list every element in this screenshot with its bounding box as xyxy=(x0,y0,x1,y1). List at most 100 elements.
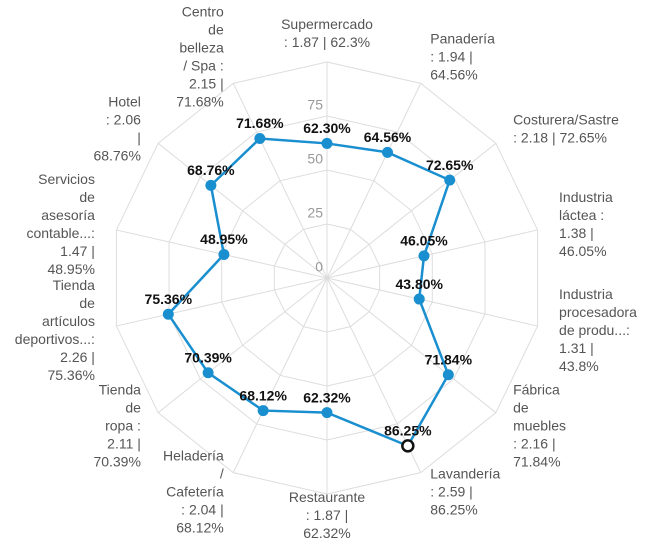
point xyxy=(254,133,266,145)
value-label: 70.39% xyxy=(184,350,232,366)
category-label-line: de produ...: xyxy=(559,322,630,338)
category-label: Hotel: 2.06 | 68.76% xyxy=(93,93,141,163)
value-label: 48.95% xyxy=(200,231,248,247)
category-label-line: contable...: xyxy=(26,225,95,241)
tick-label: 0 xyxy=(315,259,323,275)
value-label: 43.80% xyxy=(395,276,443,292)
value-label: 86.25% xyxy=(384,423,432,439)
category-label-line: asesoría xyxy=(41,207,95,223)
value-label: 62.30% xyxy=(303,120,351,136)
spoke xyxy=(326,83,422,279)
category-label-line: 1.47 | xyxy=(60,243,95,259)
value-label: 62.32% xyxy=(303,389,351,405)
category-label: Panadería : 1.94 | 64.56% xyxy=(430,30,495,82)
category-label-line: Costurera/Sastre xyxy=(513,111,619,127)
point xyxy=(321,407,333,419)
category-label-line: de xyxy=(79,295,95,311)
tick-label: 25 xyxy=(307,205,323,221)
category-label-line: de xyxy=(125,399,141,415)
category-label-line: Tienda xyxy=(53,277,96,293)
category-label-line: artículos xyxy=(42,313,95,329)
category-label-line: 1.38 | xyxy=(559,225,594,241)
value-label: 68.12% xyxy=(239,387,287,403)
category-label: Servicios de asesoría contable...: 1.47 | 48.… xyxy=(26,171,95,277)
category-label-line: : 2.59 | xyxy=(430,483,473,499)
category-label-line: Centro xyxy=(182,3,224,19)
value-label: 64.56% xyxy=(364,129,412,145)
category-label-line: 48.95% xyxy=(47,261,94,277)
category-label-line: 71.84% xyxy=(513,453,560,469)
point xyxy=(401,439,415,453)
category-label-line: : 2.16 | xyxy=(513,435,556,451)
category-label-line: 71.68% xyxy=(176,93,223,109)
category-label-line: 70.39% xyxy=(93,453,140,469)
spoke xyxy=(157,142,328,279)
category-label-line: Heladería xyxy=(163,447,224,463)
category-label: Costurera/Sastre : 2.18 | 72.65% xyxy=(513,111,619,145)
spoke xyxy=(116,277,328,327)
category-label: Centro de belleza / Spa : 2.15 | 71.68% xyxy=(176,3,224,109)
value-label: 46.05% xyxy=(400,233,448,249)
category-label-line: Fábrica xyxy=(513,381,560,397)
category-label-line: deportivos...: xyxy=(15,331,95,347)
category-label-line: 43.8% xyxy=(559,358,599,374)
category-label: Fábrica de muebles: 2.16 | 71.84% xyxy=(513,381,566,469)
category-label: Supermercado : 1.87 | 62.3% xyxy=(281,16,373,50)
category-label-line: 2.11 | xyxy=(107,435,141,451)
category-label-line: : 2.04 | xyxy=(181,501,224,517)
category-label-line: / Spa : xyxy=(183,57,223,73)
category-label-line: de xyxy=(208,21,224,37)
spoke xyxy=(232,277,328,473)
category-label-line: | xyxy=(137,129,141,145)
point xyxy=(202,367,214,379)
value-label: 75.36% xyxy=(145,291,193,307)
value-label: 71.68% xyxy=(236,115,284,131)
category-label-line: Cafetería xyxy=(166,483,224,499)
spoke xyxy=(326,277,497,414)
category-label-line: procesadora xyxy=(559,304,637,320)
spoke xyxy=(326,229,538,279)
value-label: 72.65% xyxy=(426,157,474,173)
category-label: Lavandería: 2.59 | 86.25% xyxy=(430,465,500,517)
category-label-line: 2.15 | xyxy=(189,75,224,91)
tick-label: 50 xyxy=(307,151,323,167)
category-label: Industria láctea : 1.38 | 46.05% xyxy=(559,189,613,259)
category-label-line: Panadería xyxy=(430,30,495,46)
point xyxy=(413,293,425,305)
category-label-line: Industria xyxy=(559,286,613,302)
category-label-line: : 1.87 | xyxy=(306,507,349,523)
spoke xyxy=(326,277,538,327)
category-label-line: ropa : xyxy=(105,417,141,433)
category-label: Tienda de artículos deportivos...: 2.26 | 75.… xyxy=(15,277,95,383)
category-label-line: / xyxy=(220,465,224,481)
point xyxy=(382,146,394,158)
category-label-line: Restaurante xyxy=(289,489,365,505)
point xyxy=(218,248,230,260)
spoke xyxy=(232,83,328,279)
category-label-line: Tienda xyxy=(99,381,142,397)
category-label: Restaurante : 1.87 | 62.32% xyxy=(289,489,365,541)
category-label-line: : 1.87 | 62.3% xyxy=(284,34,370,50)
point xyxy=(444,174,456,186)
category-label-line: 64.56% xyxy=(430,66,477,82)
category-label-line: muebles xyxy=(513,417,566,433)
point xyxy=(162,308,174,320)
point xyxy=(321,137,333,149)
category-label-line: láctea : xyxy=(559,207,604,223)
category-label: Heladería / Cafetería : 2.04 | 68.12% xyxy=(163,447,224,535)
category-label-line: Hotel xyxy=(108,93,141,109)
value-label: 71.84% xyxy=(425,351,473,367)
point xyxy=(257,405,269,417)
category-label-line: de xyxy=(79,189,95,205)
category-label-line: Servicios xyxy=(38,171,95,187)
category-label-line: 62.32% xyxy=(303,525,350,541)
category-label-line: Supermercado xyxy=(281,16,373,32)
point xyxy=(442,369,454,381)
spoke xyxy=(157,277,328,414)
category-label-line: 68.12% xyxy=(176,519,223,535)
category-label-line: : 1.94 | xyxy=(430,48,473,64)
category-label-line: : 2.18 | 72.65% xyxy=(513,129,607,145)
category-label-line: Lavandería xyxy=(430,465,500,481)
category-label-line: Industria xyxy=(559,189,613,205)
